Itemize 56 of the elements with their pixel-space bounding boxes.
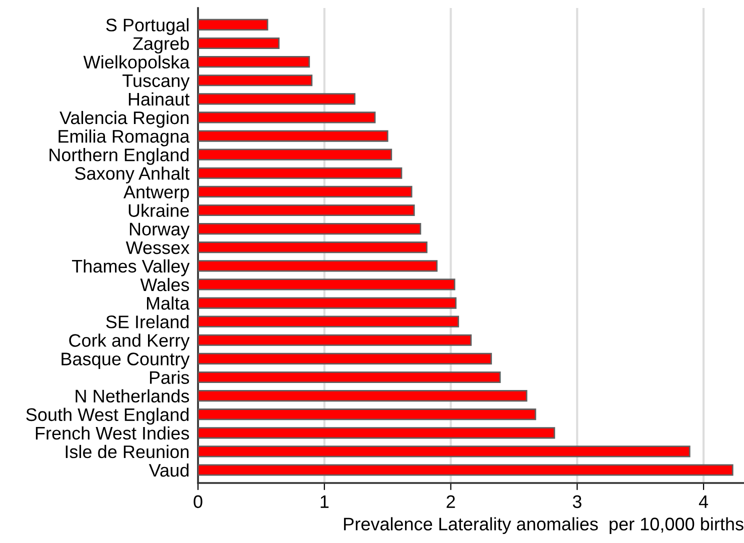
- x-tick-label: 4: [698, 495, 708, 508]
- x-tick-label: 0: [194, 495, 202, 508]
- y-tick-label: Valencia Region: [60, 110, 188, 128]
- bar: [198, 148, 392, 160]
- y-tick-label: Saxony Anhalt: [75, 166, 190, 184]
- bar: [198, 278, 456, 290]
- bar: [198, 18, 268, 30]
- y-tick-label: South West England: [26, 408, 189, 425]
- bar: [198, 223, 422, 235]
- x-tick-label: 2: [446, 495, 455, 508]
- y-tick-label: Antwerp: [123, 186, 189, 202]
- y-tick-label: N Netherlands: [76, 389, 190, 403]
- y-tick-label: Malta: [147, 296, 190, 310]
- bar: [198, 204, 415, 216]
- y-tick-label: Thames Valley: [72, 259, 190, 276]
- y-tick-label: Wales: [140, 278, 190, 292]
- y-tick-label: Wielkopolska: [83, 55, 190, 72]
- bar: [198, 56, 310, 68]
- y-tick-label: French West Indies: [36, 426, 190, 440]
- y-tick-label: Isle de Reunion: [66, 444, 189, 458]
- bar: [198, 390, 528, 402]
- y-tick-label: Vaud: [148, 463, 189, 477]
- y-tick-label: SE Ireland: [106, 315, 189, 328]
- bar: [198, 371, 501, 384]
- bar: [198, 74, 312, 86]
- x-tick-label: 1: [320, 495, 329, 508]
- y-tick-label: Zagreb: [133, 36, 189, 54]
- y-tick-label: Basque Country: [62, 352, 190, 369]
- bar: [198, 167, 402, 179]
- bar: [198, 446, 690, 458]
- bar: [198, 242, 428, 254]
- bar: [198, 352, 492, 364]
- bar: [198, 427, 556, 439]
- bar: [198, 37, 280, 50]
- y-tick-label: Norway: [130, 222, 190, 240]
- y-tick-label: Wessex: [126, 241, 190, 254]
- y-tick-label: Northern England: [50, 148, 189, 165]
- y-tick-label: Emilia Romagna: [58, 129, 190, 146]
- bar: [198, 316, 460, 328]
- x-tick-label: 3: [572, 495, 582, 508]
- y-tick-label: Paris: [150, 370, 190, 384]
- y-tick-label: Tuscany: [122, 74, 190, 91]
- bar: [198, 297, 457, 309]
- bar: [198, 408, 536, 420]
- y-tick-label: S Portugal: [106, 18, 188, 35]
- bar: [198, 130, 388, 142]
- x-axis-title: Prevalence Laterality anomalies per 10,000 births: [344, 517, 744, 534]
- y-tick-label: Cork and Kerry: [69, 334, 190, 350]
- bar: [198, 112, 376, 124]
- bar: [198, 186, 412, 198]
- bar: [198, 93, 356, 105]
- y-tick-label: Ukraine: [128, 204, 189, 217]
- bar: [198, 334, 472, 346]
- y-tick-label: Hainaut: [128, 92, 190, 106]
- bar: [198, 260, 438, 272]
- bar: [198, 464, 734, 476]
